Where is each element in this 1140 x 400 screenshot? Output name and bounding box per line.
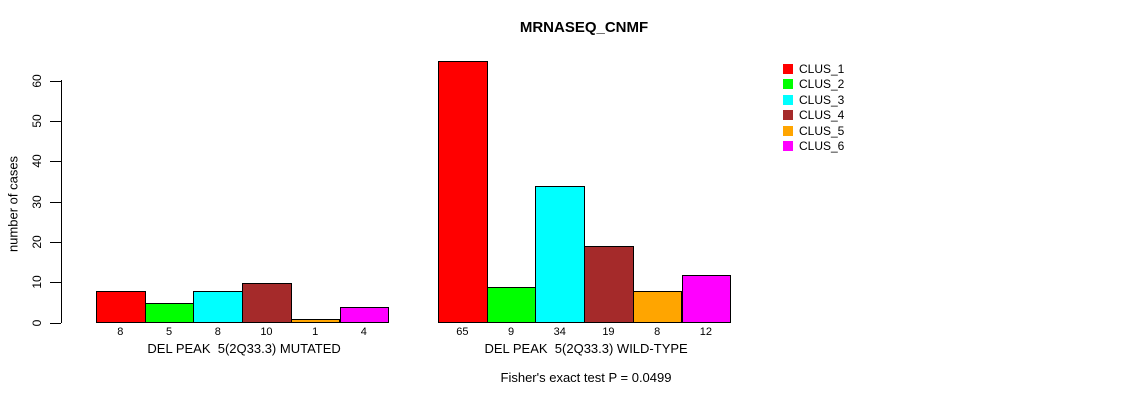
y-tick (50, 81, 61, 82)
y-tick (50, 121, 61, 122)
caption: Fisher's exact test P = 0.0499 (500, 370, 672, 385)
bar (290, 319, 341, 323)
bar-value-label: 65 (456, 326, 469, 338)
legend-swatch (783, 110, 793, 121)
y-tick-label: 10 (30, 275, 44, 289)
chart-title: MRNASEQ_CNMF (519, 19, 649, 36)
bar (584, 246, 634, 323)
bar-value-label: 5 (165, 326, 173, 338)
y-axis-label: number of cases (5, 155, 21, 253)
bar-value-label: 12 (699, 326, 712, 338)
bar-value-label: 9 (507, 326, 515, 338)
y-tick-label: 0 (30, 319, 44, 327)
y-tick (50, 242, 61, 243)
y-tick (50, 161, 61, 162)
bar-value-label: 10 (260, 326, 273, 338)
y-tick-label: 60 (30, 74, 44, 88)
y-tick-label: 20 (30, 235, 44, 249)
legend-swatch (783, 125, 793, 136)
bar (339, 307, 390, 323)
legend-swatch (783, 94, 793, 105)
y-tick (50, 282, 61, 283)
bar (193, 291, 244, 323)
bar-value-label: 8 (214, 326, 221, 338)
bar (486, 287, 537, 323)
y-tick-label: 30 (30, 195, 44, 209)
legend-label: CLUS_1 (799, 62, 845, 76)
bar-value-label: 8 (117, 326, 124, 338)
legend-label: CLUS_2 (799, 77, 845, 92)
bar (144, 303, 195, 323)
bar-value-label: 1 (312, 326, 319, 338)
y-axis-line (61, 80, 62, 323)
legend-label: CLUS_4 (799, 108, 845, 123)
bar (632, 291, 683, 323)
bar-value-label: 8 (654, 326, 661, 338)
y-tick-label: 40 (30, 154, 44, 168)
legend-label: CLUS_5 (799, 123, 845, 138)
bar (535, 186, 586, 323)
y-tick-label: 50 (30, 114, 44, 128)
legend-swatch (783, 64, 793, 74)
bar-value-label: 4 (360, 326, 367, 338)
group-label: DEL PEAK 5(2Q33.3) WILD-TYPE (484, 341, 688, 356)
bar-value-label: 34 (553, 326, 566, 338)
bar (96, 291, 146, 323)
y-tick (50, 323, 61, 324)
bar (681, 275, 732, 323)
bar (242, 283, 292, 323)
legend-label: CLUS_6 (799, 139, 845, 153)
bar-value-label: 19 (602, 326, 615, 338)
legend-label: CLUS_3 (799, 92, 845, 107)
bar (438, 61, 488, 323)
legend-swatch (783, 79, 793, 90)
legend-swatch (783, 141, 793, 151)
y-tick (50, 202, 61, 203)
group-label: DEL PEAK 5(2Q33.3) MUTATED (147, 341, 341, 356)
